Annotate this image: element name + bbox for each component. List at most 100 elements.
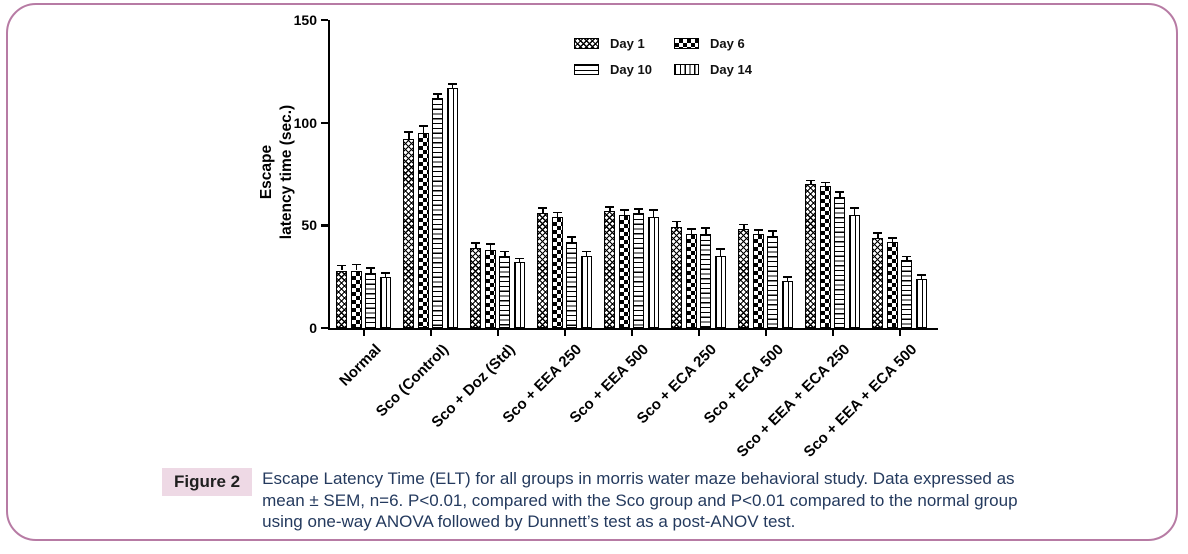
error-bar-cap: [887, 237, 897, 239]
y-tick: [321, 327, 328, 330]
legend-item: Day 1: [574, 36, 674, 51]
x-tick: [362, 330, 365, 337]
bar: [633, 213, 645, 328]
chart-legend: Day 1 Day 6 Day 10 Day 14: [574, 36, 752, 77]
error-bar-cap: [567, 236, 577, 238]
figure-frame: [6, 3, 1178, 541]
error-bar-line: [638, 209, 640, 213]
bar: [417, 132, 429, 328]
legend-item: Day 10: [574, 62, 674, 77]
bar: [446, 87, 458, 328]
bar: [365, 272, 377, 328]
error-bar-cap: [404, 131, 414, 134]
x-category-label: Normal: [335, 341, 385, 390]
error-bar-cap: [916, 274, 926, 276]
error-bar-cap: [806, 179, 816, 182]
bar: [513, 262, 525, 328]
x-tick: [764, 330, 767, 337]
error-bar-line: [489, 244, 491, 250]
bar: [580, 256, 592, 328]
error-bar-line: [877, 233, 879, 238]
x-tick: [429, 330, 432, 337]
x-tick: [898, 330, 901, 337]
error-bar-cap: [500, 250, 510, 253]
y-tick-label: 50: [301, 217, 317, 234]
error-bar-line: [408, 132, 410, 140]
error-bar-cap: [739, 223, 749, 226]
error-bar-cap: [538, 207, 548, 209]
bar: [618, 215, 630, 328]
error-bar-line: [810, 181, 812, 185]
y-axis-label-line1: Escape: [258, 144, 275, 200]
figure-caption-text: Escape Latency Time (ELT) for all groups…: [262, 469, 1018, 531]
legend-swatch-checkerboard-icon: [674, 38, 699, 49]
x-axis-line: [327, 328, 938, 331]
error-bar-cap: [351, 263, 361, 266]
bar: [915, 278, 927, 328]
legend-label: Day 10: [610, 62, 652, 77]
bar: [604, 210, 616, 328]
bar: [566, 241, 578, 328]
error-bar-cap: [701, 226, 711, 229]
error-bar-line: [355, 265, 357, 271]
bar: [432, 98, 444, 328]
bar: [886, 241, 898, 328]
bar: [848, 215, 860, 328]
error-bar-cap: [418, 125, 428, 127]
error-bar-line: [906, 257, 908, 261]
bar: [403, 139, 415, 328]
error-bar-line: [370, 268, 372, 273]
error-bar-line: [920, 275, 922, 279]
error-bar-line: [676, 222, 678, 228]
error-bar-cap: [902, 255, 912, 258]
error-bar-line: [853, 208, 855, 216]
error-bar-cap: [471, 242, 481, 244]
y-tick: [321, 121, 328, 124]
y-tick-label: 100: [293, 114, 317, 131]
bar: [901, 260, 913, 328]
bar: [379, 276, 391, 328]
error-bar-line: [719, 249, 721, 257]
bar: [685, 233, 697, 328]
bar: [767, 235, 779, 328]
bar: [470, 247, 482, 328]
error-bar-line: [786, 277, 788, 281]
error-bar-cap: [581, 250, 591, 253]
error-bar-line: [422, 126, 424, 133]
bar: [350, 270, 362, 328]
error-bar-line: [585, 252, 587, 257]
error-bar-cap: [715, 248, 725, 251]
error-bar-cap: [873, 232, 883, 234]
error-bar-cap: [485, 243, 495, 245]
legend-item: Day 14: [674, 62, 752, 77]
error-bar-cap: [686, 227, 696, 230]
error-bar-line: [772, 231, 774, 236]
x-tick: [630, 330, 633, 337]
error-bar-line: [504, 252, 506, 257]
error-bar-cap: [366, 266, 376, 269]
bar: [551, 217, 563, 328]
x-tick: [496, 330, 499, 337]
error-bar-cap: [648, 209, 658, 212]
legend-label: Day 14: [710, 62, 752, 77]
error-bar-cap: [380, 272, 390, 274]
error-bar-line: [623, 210, 625, 216]
x-tick: [831, 330, 834, 337]
error-bar-line: [518, 259, 520, 263]
error-bar-cap: [634, 208, 644, 211]
x-category-label: Sco + EEA + ECA 500: [800, 341, 921, 461]
error-bar-line: [690, 229, 692, 234]
x-tick: [697, 330, 700, 337]
bar: [819, 186, 831, 328]
bar: [738, 229, 750, 328]
legend-item: Day 6: [674, 36, 752, 51]
error-bar-cap: [849, 207, 859, 209]
bar: [781, 280, 793, 328]
bar: [336, 270, 348, 328]
error-bar-cap: [820, 181, 830, 184]
error-bar-cap: [605, 206, 615, 208]
x-category-label: Sco + EEA + ECA 250: [733, 341, 854, 461]
error-bar-line: [652, 210, 654, 218]
figure-number-label: Figure 2: [162, 468, 253, 496]
